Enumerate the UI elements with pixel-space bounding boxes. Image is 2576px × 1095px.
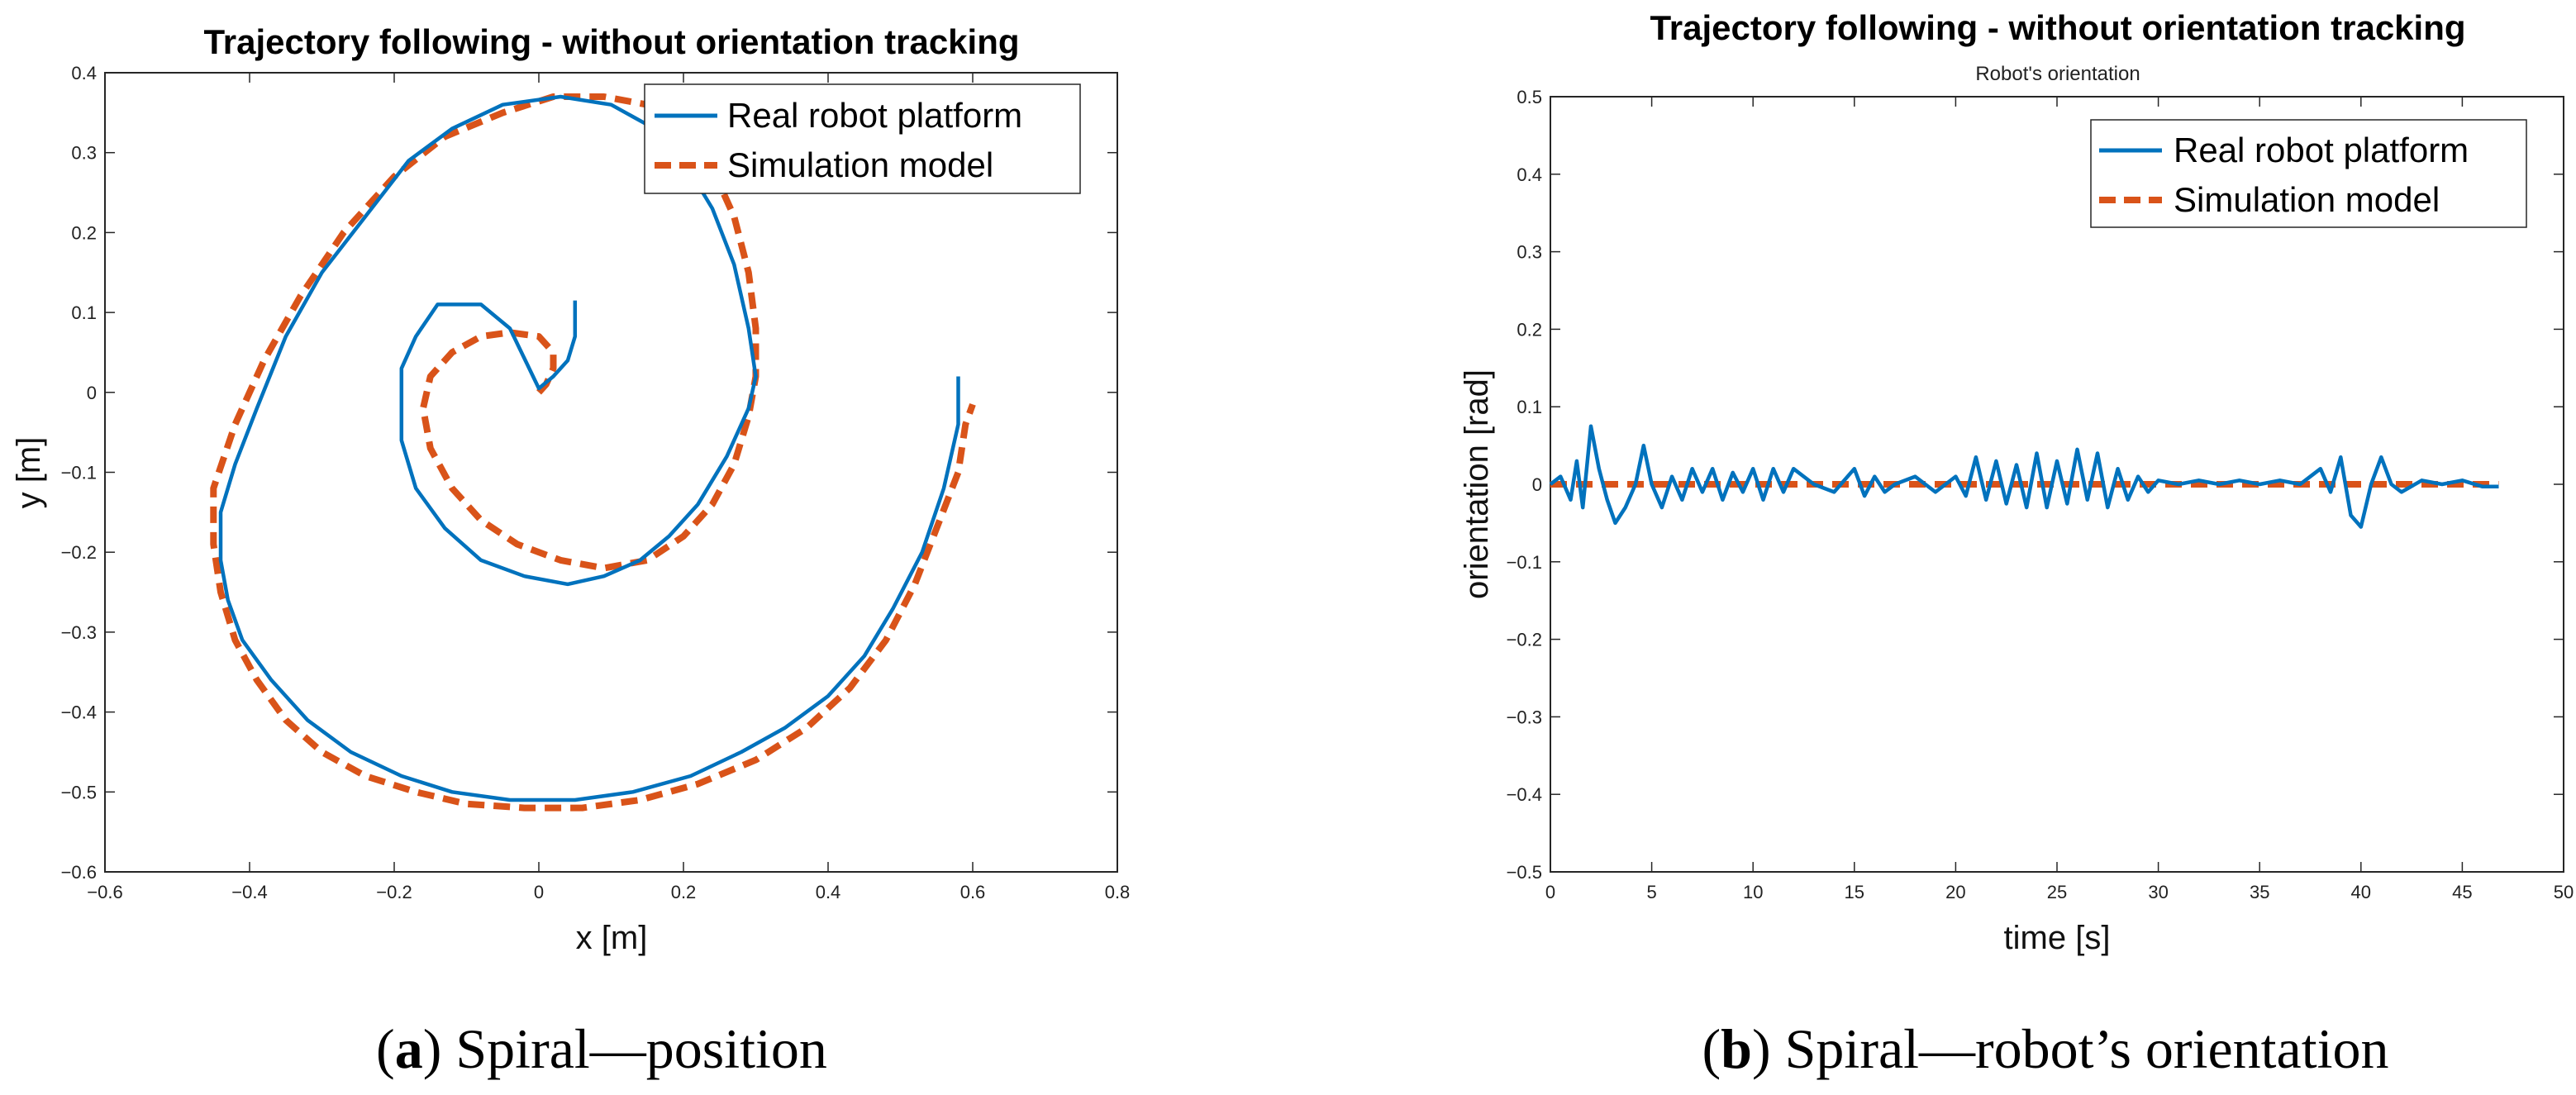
y-tick-label: −0.3 [61, 622, 97, 643]
y-tick-label: −0.2 [1507, 630, 1542, 650]
x-tick-label: 30 [2148, 882, 2168, 902]
y-tick-label: 0 [87, 383, 97, 403]
chart-b-x-tick-labels: 0 5 10 15 20 25 30 35 40 45 50 [1545, 882, 2574, 902]
chart-a-y-axis-label: y [m] [11, 437, 47, 509]
x-tick-label: 35 [2250, 882, 2269, 902]
x-tick-label: −0.4 [231, 882, 267, 902]
y-tick-label: 0.2 [71, 222, 97, 243]
chart-a-title: Trajectory following - without orientati… [203, 22, 1019, 61]
chart-b-legend-label-real: Real robot platform [2174, 131, 2469, 169]
y-tick-label: −0.1 [61, 463, 97, 483]
x-tick-label: 15 [1845, 882, 1864, 902]
y-tick-label: −0.4 [1507, 784, 1542, 805]
x-tick-label: 0.4 [816, 882, 841, 902]
chart-b-title: Trajectory following - without orientati… [1650, 8, 2465, 47]
x-tick-label: 40 [2351, 882, 2371, 902]
x-tick-label: 0.8 [1105, 882, 1131, 902]
chart-a-legend-label-sim: Simulation model [727, 145, 993, 184]
caption-a-text: Spiral—position [441, 1017, 827, 1080]
x-tick-label: 0.2 [671, 882, 697, 902]
y-tick-label: 0 [1532, 474, 1542, 495]
y-tick-label: 0.3 [1517, 242, 1542, 263]
series-line-simulation-model [210, 93, 976, 812]
caption-b-label: b [1721, 1017, 1752, 1080]
y-tick-label: −0.1 [1507, 552, 1542, 573]
chart-a-series [210, 93, 976, 812]
chart-b-subtitle: Robot's orientation [1975, 63, 2140, 85]
x-tick-label: 20 [1945, 882, 1965, 902]
y-tick-label: 0.5 [1517, 87, 1542, 107]
chart-position: Trajectory following - without orientati… [11, 22, 1130, 956]
y-tick-label: −0.5 [61, 782, 97, 802]
y-tick-label: 0.1 [1517, 397, 1542, 417]
y-tick-label: −0.6 [61, 862, 97, 883]
x-tick-label: 10 [1743, 882, 1763, 902]
y-tick-label: −0.4 [61, 702, 97, 723]
chart-b-legend-box [2090, 119, 2527, 228]
y-tick-label: 0.4 [71, 63, 97, 83]
series-line-real-robot [218, 94, 960, 802]
y-tick-label: −0.2 [61, 542, 97, 563]
chart-b-legend: Real robot platform Simulation model [2090, 119, 2527, 228]
x-tick-label: 5 [1646, 882, 1656, 902]
x-tick-label: −0.2 [376, 882, 412, 902]
y-tick-label: 0.4 [1517, 164, 1542, 185]
chart-a-ticks [104, 72, 1118, 873]
y-tick-label: 0.3 [71, 143, 97, 164]
chart-a-x-tick-labels: −0.6 −0.4 −0.2 0 0.2 0.4 0.6 0.8 [87, 882, 1130, 902]
chart-b-legend-label-sim: Simulation model [2174, 180, 2440, 219]
chart-b-y-axis-label: orientation [rad] [1459, 369, 1495, 599]
chart-a-legend-box [644, 83, 1081, 194]
chart-a-legend: Real robot platform Simulation model [644, 83, 1081, 194]
y-tick-label: 0.2 [1517, 319, 1542, 340]
x-tick-label: 25 [2047, 882, 2067, 902]
x-tick-label: 50 [2554, 882, 2574, 902]
x-tick-label: −0.6 [87, 882, 122, 902]
chart-a-y-tick-labels: −0.6 −0.5 −0.4 −0.3 −0.2 −0.1 0 0.1 0.2 0.3 0.4 [61, 63, 97, 883]
y-tick-label: 0.1 [71, 302, 97, 323]
caption-b: (b) Spiral—robot’s orientation [1702, 1017, 2388, 1080]
y-tick-label: −0.5 [1507, 862, 1542, 883]
x-tick-label: 0 [534, 882, 544, 902]
caption-a-label: a [395, 1017, 423, 1080]
y-tick-label: −0.3 [1507, 707, 1542, 727]
chart-b-x-axis-label: time [s] [2004, 920, 2111, 956]
chart-a-legend-label-real: Real robot platform [727, 96, 1022, 135]
chart-a-x-axis-label: x [m] [576, 920, 648, 956]
x-tick-label: 0 [1545, 882, 1555, 902]
caption-b-text: Spiral—robot’s orientation [1771, 1017, 2389, 1080]
chart-b-series [1549, 424, 2499, 529]
caption-a: (a) Spiral—position [376, 1017, 827, 1080]
x-tick-label: 0.6 [960, 882, 986, 902]
series-line-real-robot [1549, 424, 2499, 529]
chart-b-y-tick-labels: −0.5 −0.4 −0.3 −0.2 −0.1 0 0.1 0.2 0.3 0.4 0.5 [1507, 87, 1542, 883]
x-tick-label: 45 [2452, 882, 2472, 902]
chart-orientation: Trajectory following - without orientati… [1459, 8, 2574, 956]
